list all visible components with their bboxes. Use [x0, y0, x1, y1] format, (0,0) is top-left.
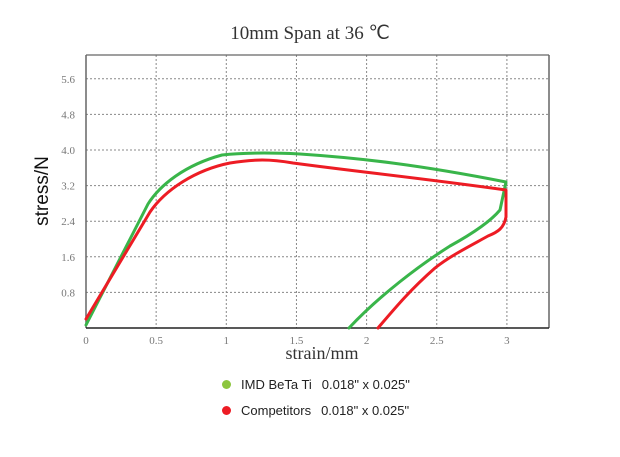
legend-item-imd-beta-ti: IMD BeTa Ti 0.018" x 0.025"	[222, 377, 410, 392]
curve-competitors	[84, 158, 508, 330]
chart-title: 10mm Span at 36 ℃	[230, 23, 390, 44]
legend-marker-red	[222, 406, 231, 415]
svg-text:0.5: 0.5	[149, 335, 163, 347]
x-axis-label: strain/mm	[285, 343, 359, 363]
legend-item-competitors: Competitors 0.018" x 0.025"	[222, 403, 409, 418]
svg-text:1.5: 1.5	[290, 335, 304, 347]
legend-marker-green	[222, 380, 231, 389]
tick-labels: 0 0.5 1 1.5 2 2.5 3 0.8 1.6 2.4 3.2 4.0 4.8 5.6	[61, 74, 510, 347]
legend-label: IMD BeTa Ti	[241, 377, 312, 392]
svg-text:1.6: 1.6	[61, 252, 75, 264]
svg-text:1: 1	[224, 335, 230, 347]
svg-text:0.8: 0.8	[61, 287, 75, 299]
curve-imd-beta-ti	[84, 151, 508, 330]
svg-text:2.4: 2.4	[61, 216, 75, 228]
svg-text:4.0: 4.0	[61, 145, 75, 157]
svg-text:5.6: 5.6	[61, 74, 75, 86]
legend-label: Competitors	[241, 403, 312, 418]
gridlines	[86, 55, 549, 328]
svg-text:0: 0	[83, 335, 89, 347]
svg-text:2.5: 2.5	[430, 335, 444, 347]
svg-text:3.2: 3.2	[61, 181, 75, 193]
legend-size: 0.018" x 0.025"	[321, 377, 410, 392]
data-curves	[84, 151, 508, 330]
svg-text:2: 2	[364, 335, 370, 347]
svg-text:3: 3	[504, 335, 510, 347]
plot-frame	[85, 54, 550, 329]
svg-text:4.8: 4.8	[61, 109, 75, 121]
legend-size: 0.018" x 0.025"	[321, 403, 410, 418]
